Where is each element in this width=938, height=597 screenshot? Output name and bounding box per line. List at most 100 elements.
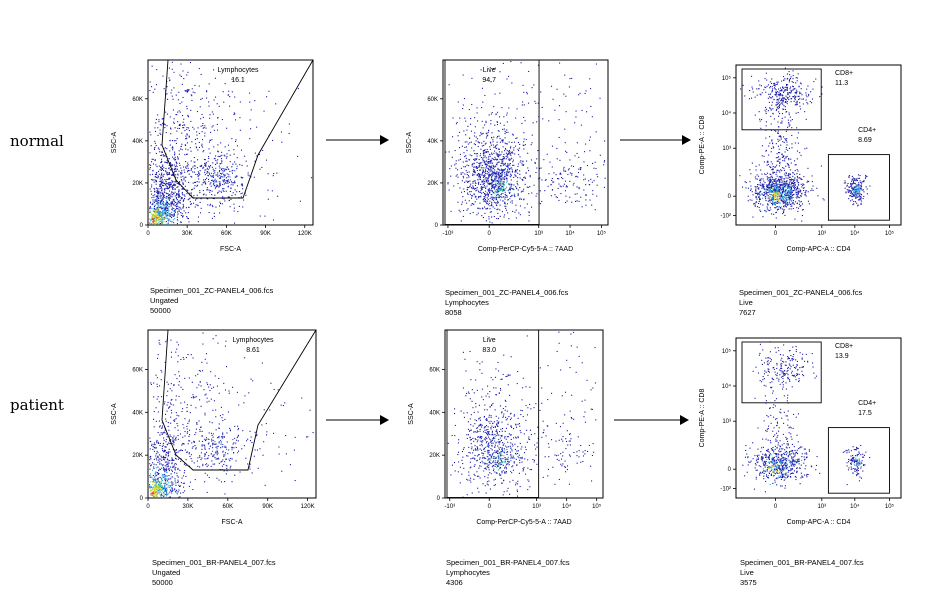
event-dot — [182, 127, 184, 129]
event-dot — [773, 188, 775, 190]
event-dot — [480, 183, 482, 185]
event-dot — [166, 223, 168, 225]
event-dot — [786, 144, 788, 146]
event-dot — [195, 143, 197, 145]
event-dot — [177, 200, 179, 202]
event-dot — [475, 196, 477, 198]
event-dot — [556, 158, 558, 160]
event-dot — [474, 182, 476, 184]
event-dot — [464, 156, 466, 158]
event-dot — [186, 133, 188, 135]
event-dot — [221, 160, 223, 162]
event-dot — [760, 127, 762, 129]
event-dot — [178, 450, 180, 452]
event-dot — [495, 204, 497, 206]
event-dot — [175, 162, 177, 164]
event-dot — [787, 93, 789, 95]
event-dot — [206, 91, 208, 93]
event-dot — [164, 471, 166, 473]
event-dot — [789, 193, 791, 195]
event-dot — [155, 475, 157, 477]
event-dot — [215, 174, 217, 176]
event-dot — [771, 196, 773, 198]
event-dot — [487, 198, 489, 200]
event-dot — [783, 190, 785, 192]
event-dot — [795, 188, 797, 190]
event-dot — [851, 185, 853, 187]
event-dot — [245, 160, 247, 162]
event-dot — [227, 180, 229, 182]
event-dot — [856, 188, 858, 190]
event-dot — [519, 187, 521, 189]
event-dot — [216, 161, 218, 163]
event-dot — [161, 188, 163, 190]
event-dot — [517, 172, 519, 174]
event-dot — [242, 206, 244, 208]
event-dot — [772, 188, 774, 190]
event-dot — [161, 220, 163, 222]
event-dot — [795, 104, 797, 106]
event-dot — [503, 157, 505, 159]
event-dot — [165, 441, 167, 443]
event-dot — [779, 158, 781, 160]
event-dot — [493, 197, 495, 199]
event-dot — [485, 194, 487, 196]
event-dot — [157, 196, 159, 198]
event-dot — [189, 455, 191, 457]
event-dot — [206, 187, 208, 189]
event-dot — [470, 130, 472, 132]
event-dot — [168, 194, 170, 196]
event-dot — [782, 155, 784, 157]
event-dot — [207, 171, 209, 173]
event-dot — [201, 131, 203, 133]
event-dot — [164, 161, 166, 163]
event-dot — [783, 105, 785, 107]
event-dot — [231, 172, 233, 174]
event-dot — [494, 175, 496, 177]
event-dot — [790, 189, 792, 191]
event-dot — [164, 477, 166, 479]
event-dot — [795, 194, 797, 196]
event-dot — [491, 173, 493, 175]
event-dot — [161, 214, 163, 216]
event-dot — [486, 178, 488, 180]
event-dot — [150, 211, 152, 213]
event-dot — [860, 200, 862, 202]
event-dot — [782, 197, 784, 199]
event-dot — [171, 196, 173, 198]
event-dot — [795, 102, 797, 104]
event-dot — [190, 168, 192, 170]
event-dot — [175, 181, 177, 183]
event-dot — [177, 158, 179, 160]
event-dot — [778, 107, 780, 109]
event-dot — [176, 138, 178, 140]
event-dot — [782, 191, 784, 193]
event-dot — [787, 84, 789, 86]
event-dot — [558, 199, 560, 201]
event-dot — [202, 151, 204, 153]
event-dot — [159, 124, 161, 126]
event-dot — [482, 208, 484, 210]
event-dot — [490, 120, 492, 122]
y-tick-label: 0 — [435, 223, 439, 229]
event-dot — [481, 120, 483, 122]
event-dot — [212, 206, 214, 208]
event-dot — [756, 178, 758, 180]
event-dot — [779, 139, 781, 141]
event-dot — [758, 194, 760, 196]
event-dot — [474, 166, 476, 168]
event-dot — [469, 186, 471, 188]
event-dot — [505, 152, 507, 154]
event-dot — [213, 212, 215, 214]
event-dot — [217, 192, 219, 194]
event-dot — [770, 115, 772, 117]
event-dot — [769, 193, 771, 195]
event-dot — [208, 212, 210, 214]
event-dot — [581, 206, 583, 208]
event-dot — [777, 132, 779, 134]
event-dot — [471, 165, 473, 167]
event-dot — [762, 184, 764, 186]
event-dot — [495, 202, 497, 204]
event-dot — [166, 178, 168, 180]
event-dot — [800, 178, 802, 180]
